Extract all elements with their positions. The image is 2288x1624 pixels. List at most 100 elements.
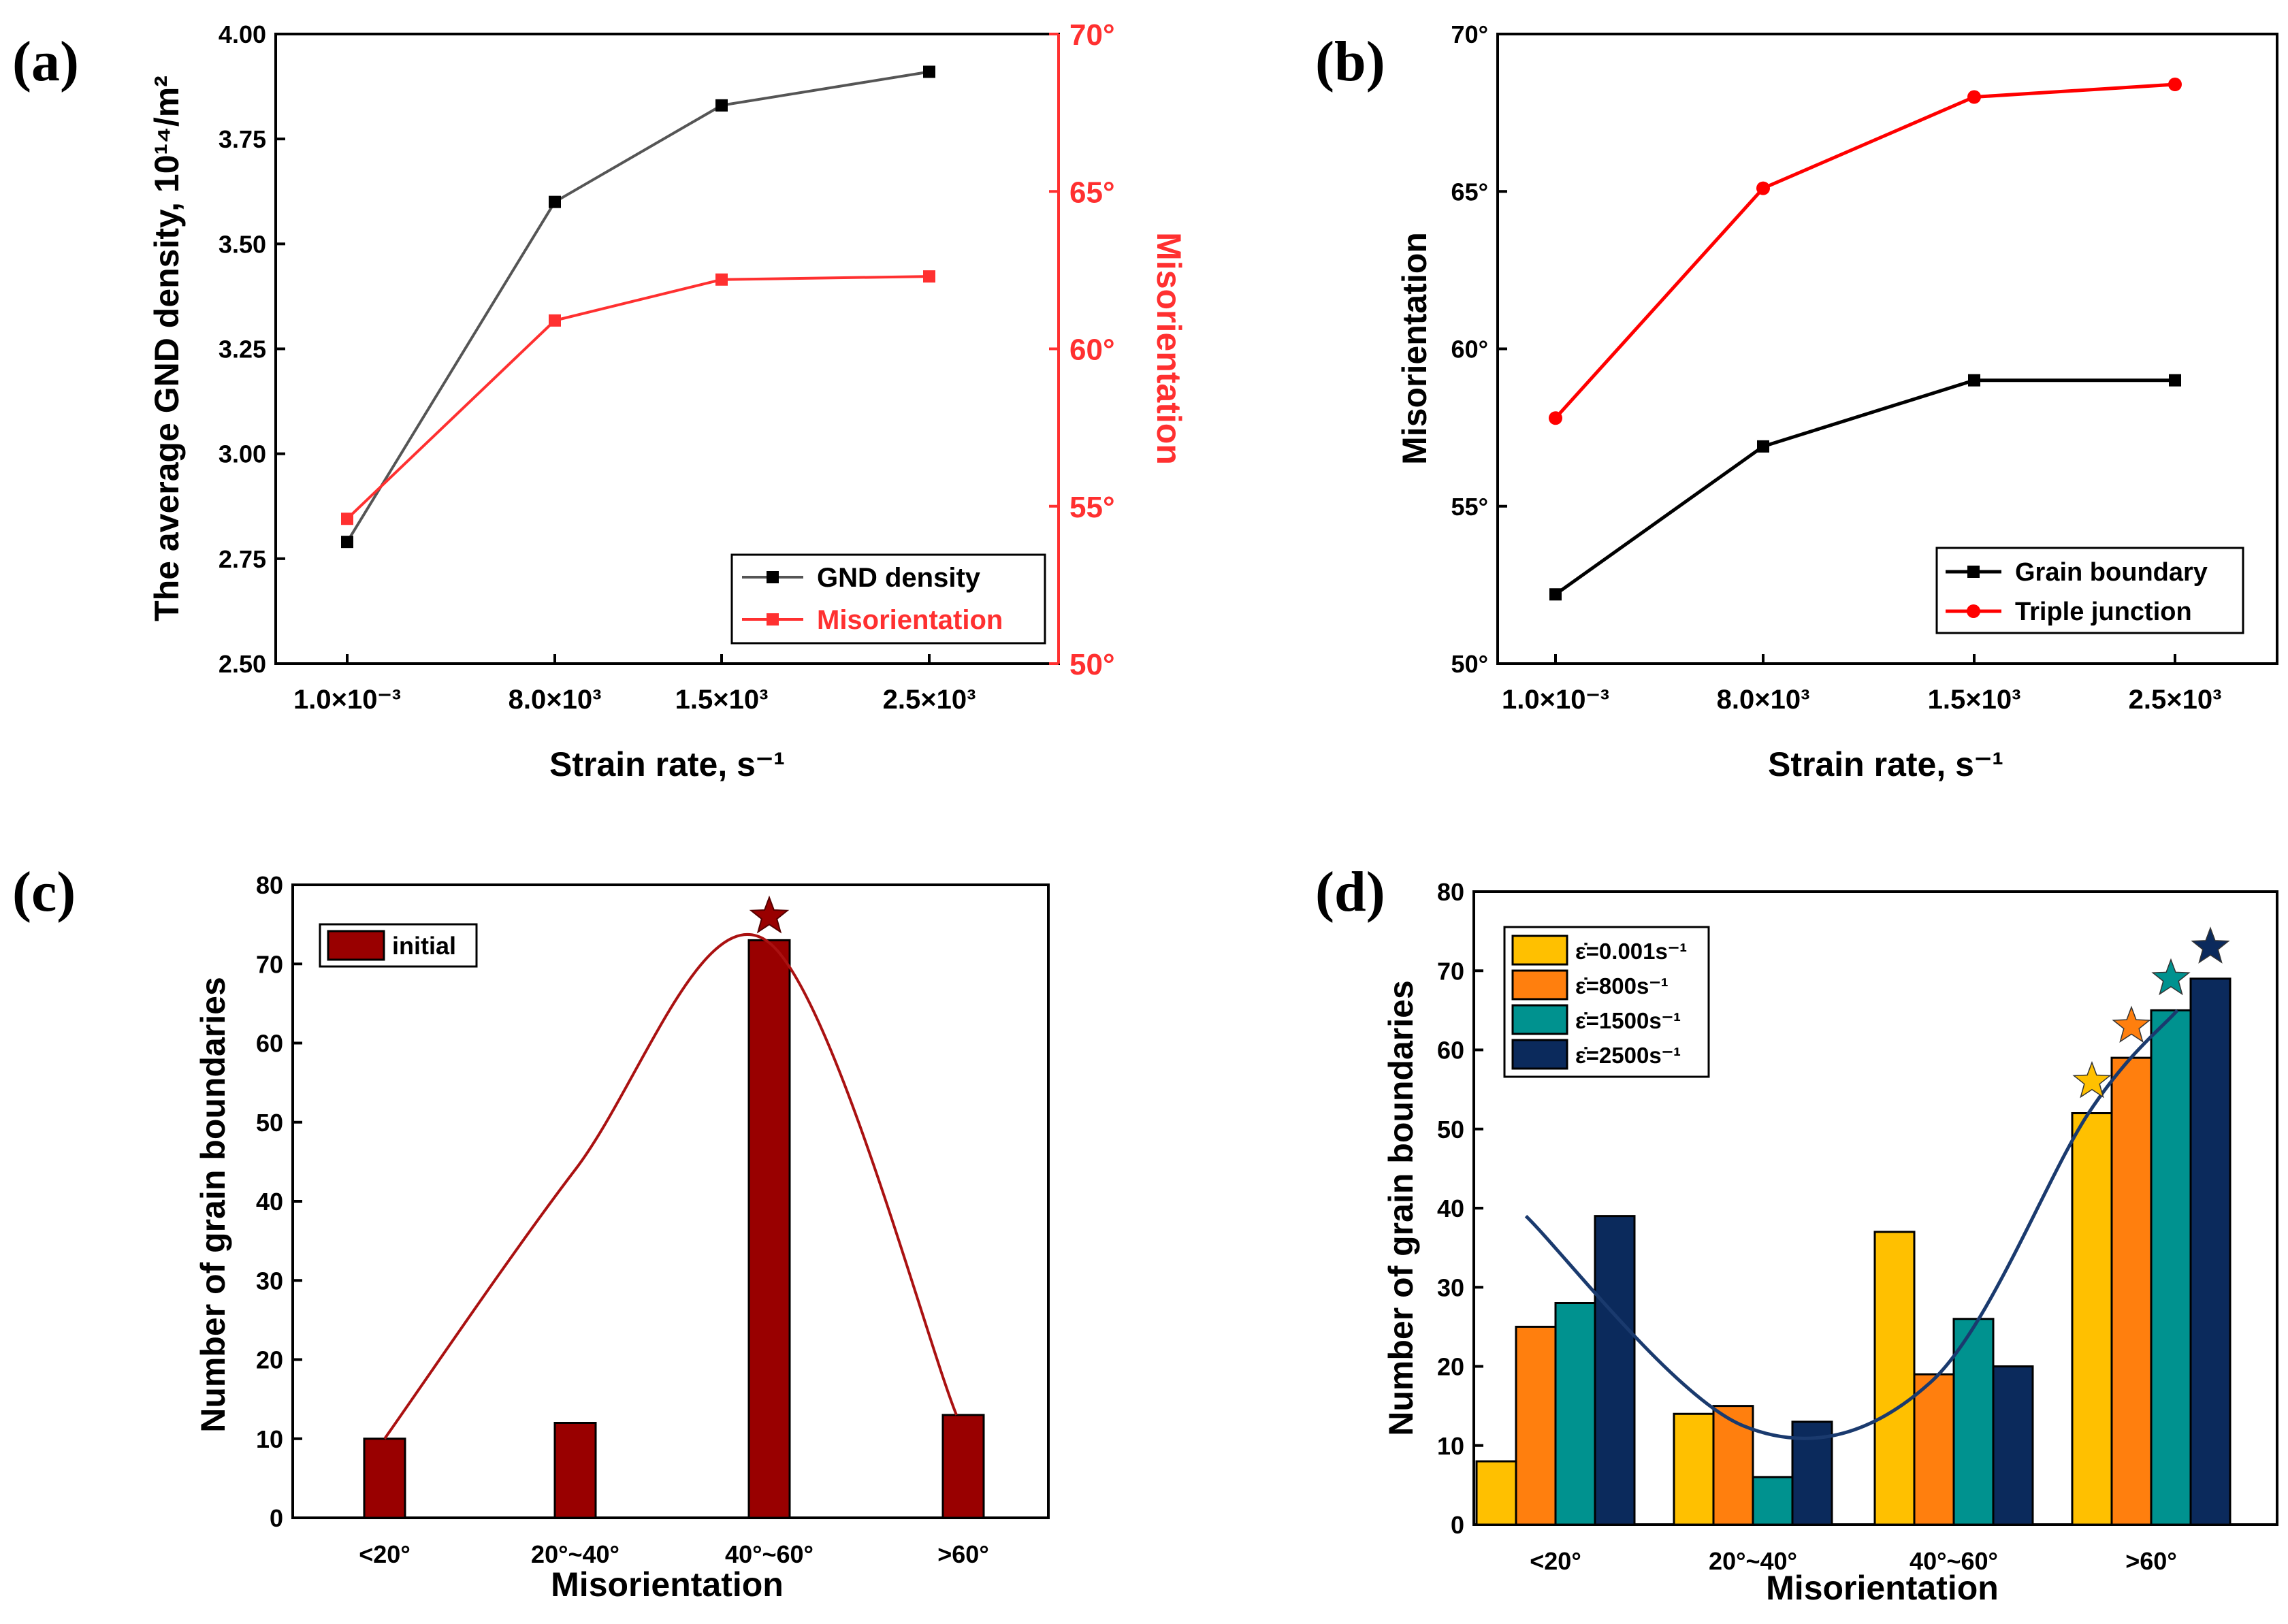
chart-d-xtick-label: 20°~40° (1709, 1547, 1797, 1575)
chart-c-fit-curve (383, 933, 958, 1440)
chart-d-legend-swatch (1511, 1004, 1568, 1035)
chart-d-bar-series-4 (2189, 977, 2231, 1526)
chart-b-legend-marker (1967, 566, 1980, 578)
chart-b-ytick-label: 50° (1451, 650, 1488, 678)
chart-d-ytick-label: 10 (1437, 1432, 1464, 1460)
chart-b: 50° 55° 60° 65° 70° 1.0×10⁻³ 8.0×10³ 1.5×10³ 2.5… (1396, 20, 2278, 783)
chart-a-legend-marker (767, 571, 779, 583)
chart-b-series-1-line (1554, 378, 2175, 596)
chart-b-xtick-label: 2.5×10³ (2129, 685, 2222, 715)
panel-d-letter: (d) (1315, 860, 1385, 924)
chart-a-ytick-label: 3.25 (219, 336, 266, 363)
chart-d-legend-swatch (1511, 935, 1568, 966)
chart-c-ytick-label: 0 (270, 1504, 283, 1532)
chart-b-legend-label: Grain boundary (2015, 558, 2208, 587)
chart-d-xtick-label: >60° (2125, 1547, 2176, 1575)
chart-b-xtick-label: 1.0×10⁻³ (1502, 685, 1609, 715)
chart-d-legend-swatch (1511, 1039, 1568, 1070)
chart-b-series-2-point (2168, 78, 2182, 91)
chart-c-bar (553, 1422, 597, 1519)
chart-d-bar-series-4 (1594, 1215, 1636, 1526)
chart-b-legend-marker (1967, 604, 1980, 618)
chart-b-ytick-label: 70° (1451, 20, 1488, 48)
chart-d-fit-curve (1524, 1009, 2179, 1440)
chart-d-bar-series-3 (2150, 1009, 2192, 1526)
chart-a-y2tick-label: 50° (1069, 648, 1115, 681)
chart-d-ytick-label: 0 (1451, 1511, 1464, 1539)
chart-c-peak-star (749, 895, 790, 934)
panel-a-letter: (a) (12, 30, 79, 93)
chart-d-ytick-label: 30 (1437, 1273, 1464, 1301)
panel-b-letter: (b) (1315, 30, 1385, 93)
chart-c-xtick-label: <20° (359, 1540, 410, 1568)
chart-b-x-axis-label: Strain rate, s⁻¹ (1768, 745, 2003, 783)
chart-c-ytick-label: 70 (256, 950, 283, 978)
chart-a-y2tick-label: 55° (1069, 491, 1115, 524)
chart-a-legend-label: Misorientation (817, 605, 1003, 635)
chart-c-ytick-label: 40 (256, 1188, 283, 1216)
chart-c-ytick-label: 20 (256, 1346, 283, 1374)
chart-d-bar-series-2 (1913, 1373, 1955, 1526)
chart-d-ytick-label: 20 (1437, 1353, 1464, 1381)
chart-c-x-axis-label: Misorientation (551, 1565, 784, 1604)
chart-a-ytick-label: 3.75 (219, 125, 266, 153)
chart-d-bar-series-2 (1712, 1405, 1754, 1526)
chart-a-series-2-line (346, 275, 930, 520)
chart-a-x-axis-label: Strain rate, s⁻¹ (549, 745, 785, 783)
chart-a-ytick-label: 2.75 (219, 545, 266, 573)
chart-d-bar-series-3 (1554, 1302, 1596, 1526)
chart-a-ytick-label: 3.50 (219, 230, 266, 258)
chart-a-xtick-label: 8.0×10³ (509, 685, 602, 715)
chart-a-series-2-point (923, 270, 935, 283)
chart-b-xtick-label: 8.0×10³ (1717, 685, 1810, 715)
chart-a-series-2-point (715, 273, 728, 286)
chart-b-y-axis-label: Misorientation (1396, 232, 1434, 465)
chart-a-legend-box (730, 553, 1046, 645)
chart-a-y2-axis-label: Misorientation (1150, 232, 1188, 465)
chart-a-series-1-point (715, 99, 728, 112)
chart-a-y2tick-label: 65° (1069, 176, 1115, 209)
chart-c-xtick-label: >60° (937, 1540, 988, 1568)
chart-d-star (2072, 1060, 2112, 1099)
chart-a-series-1-line (346, 70, 930, 543)
chart-b-series-2-line (1554, 82, 2176, 419)
chart-a-ytick-label: 2.50 (219, 650, 266, 678)
chart-b-series-1-point (2169, 374, 2181, 387)
chart-d-bar-series-2 (2110, 1056, 2153, 1526)
chart-c-ytick-label: 50 (256, 1109, 283, 1137)
chart-d-xtick-label: <20° (1530, 1547, 1581, 1575)
chart-a-y-axis-label: The average GND density, 10¹⁴/m² (148, 76, 186, 621)
chart-d-xtick-label: 40°~60° (1910, 1547, 1998, 1575)
chart-a-xtick-label: 1.5×10³ (675, 685, 769, 715)
chart-b-ytick-label: 55° (1451, 493, 1488, 521)
chart-c-legend-swatch (327, 930, 385, 961)
chart-c-bar (941, 1414, 985, 1519)
chart-c-bar (363, 1438, 406, 1519)
chart-c-ytick-label: 80 (256, 871, 283, 899)
chart-b-legend-label: Triple junction (2015, 598, 2192, 626)
chart-d-legend-label: ε̇=800s⁻¹ (1575, 973, 1669, 998)
chart-c-plot-frame (291, 883, 1050, 1519)
chart-b-series-1-point (1757, 440, 1769, 453)
chart-a-series-2-point (341, 513, 353, 525)
chart-d-bar-series-4 (1992, 1365, 2034, 1526)
chart-b-series-2-point (1967, 90, 1981, 104)
chart-b-legend-box (1935, 547, 2244, 634)
chart-c-ytick-label: 30 (256, 1267, 283, 1295)
chart-a: 2.50 2.75 3.00 3.25 3.50 3.75 4.00 50° 55° 60° 65°… (148, 18, 1188, 783)
chart-d-bar-series-1 (1475, 1460, 1517, 1526)
chart-a-y2tick-label: 70° (1069, 18, 1115, 52)
chart-d-bar-series-1 (1873, 1231, 1916, 1526)
chart-d-legend-label: ε̇=0.001s⁻¹ (1575, 939, 1687, 964)
chart-d-ytick-label: 40 (1437, 1195, 1464, 1222)
chart-d-legend-label: ε̇=1500s⁻¹ (1575, 1008, 1681, 1033)
chart-d-bar-series-1 (1673, 1412, 1715, 1526)
chart-c-xtick-label: 20°~40° (531, 1540, 619, 1568)
chart-d-ytick-label: 60 (1437, 1037, 1464, 1065)
chart-c-bar (747, 939, 791, 1519)
chart-d-bar-series-3 (1752, 1476, 1794, 1526)
chart-d-legend-swatch (1511, 969, 1568, 1001)
chart-a-ytick-label: 3.00 (219, 440, 266, 468)
